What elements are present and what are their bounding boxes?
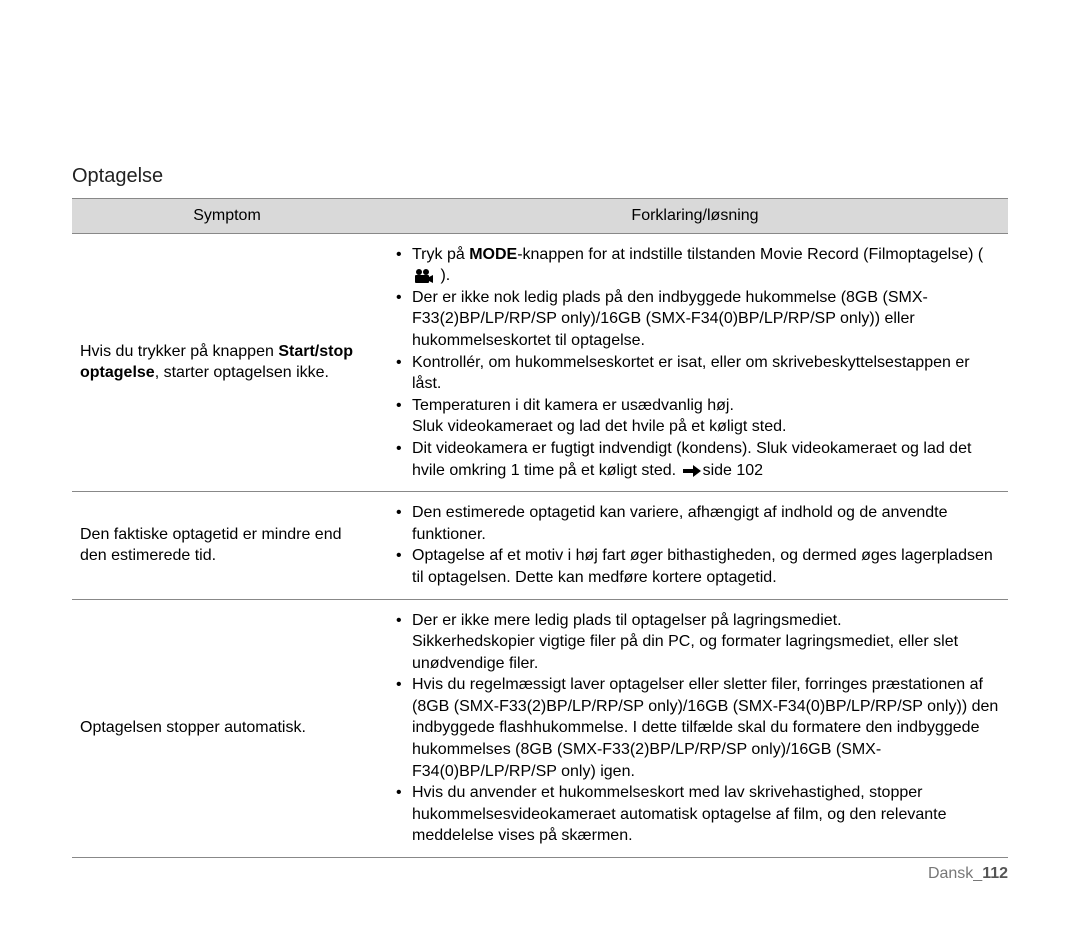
item-text: Hvis du anvender et hukommelseskort med …: [412, 784, 947, 844]
symptom-text-pre: Hvis du trykker på knappen: [80, 343, 278, 360]
table-row: Hvis du trykker på knappen Start/stop op…: [72, 233, 1008, 492]
page: Optagelse Symptom Forklaring/løsning Hvi…: [0, 0, 1080, 933]
footer-page-number: 112: [982, 865, 1008, 882]
explanation-list: Der er ikke mere ledig plads til optagel…: [390, 610, 1000, 848]
troubleshoot-table: Symptom Forklaring/løsning Hvis du trykk…: [72, 198, 1008, 858]
symptom-cell: Optagelsen stopper automatisk.: [72, 599, 382, 858]
footer-label: Dansk_: [928, 865, 982, 882]
item-text: ).: [436, 267, 450, 284]
item-text: Tryk på: [412, 246, 469, 263]
item-text: Temperaturen i dit kamera er usædvanlig …: [412, 397, 786, 436]
item-text: Optagelse af et motiv i høj fart øger bi…: [412, 547, 993, 586]
table-row: Optagelsen stopper automatisk. Der er ik…: [72, 599, 1008, 858]
item-text: Hvis du regelmæssigt laver optagelser el…: [412, 676, 998, 779]
item-text: Der er ikke nok ledig plads på den indby…: [412, 289, 928, 349]
table-row: Den faktiske optagetid er mindre end den…: [72, 492, 1008, 599]
list-item: Hvis du anvender et hukommelseskort med …: [390, 782, 1000, 847]
list-item: Dit videokamera er fugtigt indvendigt (k…: [390, 438, 1000, 481]
item-text: side 102: [703, 462, 764, 479]
list-item: Temperaturen i dit kamera er usædvanlig …: [390, 395, 1000, 438]
explanation-list: Den estimerede optagetid kan variere, af…: [390, 502, 1000, 588]
arrow-right-icon: [683, 465, 701, 477]
header-symptom: Symptom: [72, 199, 382, 234]
explanation-list: Tryk på MODE-knappen for at indstille ti…: [390, 244, 1000, 482]
list-item: Hvis du regelmæssigt laver optagelser el…: [390, 674, 1000, 782]
page-footer: Dansk_112: [928, 865, 1008, 883]
list-item: Der er ikke nok ledig plads på den indby…: [390, 287, 1000, 352]
list-item: Den estimerede optagetid kan variere, af…: [390, 502, 1000, 545]
header-explanation: Forklaring/løsning: [382, 199, 1008, 234]
symptom-cell: Den faktiske optagetid er mindre end den…: [72, 492, 382, 599]
explanation-cell: Den estimerede optagetid kan variere, af…: [382, 492, 1008, 599]
item-text: Kontrollér, om hukommelseskortet er isat…: [412, 354, 970, 393]
section-title: Optagelse: [72, 165, 1008, 188]
item-bold: MODE: [469, 246, 517, 263]
list-item: Der er ikke mere ledig plads til optagel…: [390, 610, 1000, 675]
movie-camera-icon: [414, 269, 434, 283]
symptom-text: Den faktiske optagetid er mindre end den…: [80, 526, 341, 565]
explanation-cell: Tryk på MODE-knappen for at indstille ti…: [382, 233, 1008, 492]
list-item: Tryk på MODE-knappen for at indstille ti…: [390, 244, 1000, 287]
explanation-cell: Der er ikke mere ledig plads til optagel…: [382, 599, 1008, 858]
item-text: -knappen for at indstille tilstanden Mov…: [517, 246, 983, 263]
symptom-text: Optagelsen stopper automatisk.: [80, 719, 306, 736]
symptom-text-post: , starter optagelsen ikke.: [155, 364, 329, 381]
item-text: Den estimerede optagetid kan variere, af…: [412, 504, 947, 543]
table-header-row: Symptom Forklaring/løsning: [72, 199, 1008, 234]
list-item: Optagelse af et motiv i høj fart øger bi…: [390, 545, 1000, 588]
item-text: Der er ikke mere ledig plads til optagel…: [412, 612, 958, 672]
symptom-cell: Hvis du trykker på knappen Start/stop op…: [72, 233, 382, 492]
list-item: Kontrollér, om hukommelseskortet er isat…: [390, 352, 1000, 395]
